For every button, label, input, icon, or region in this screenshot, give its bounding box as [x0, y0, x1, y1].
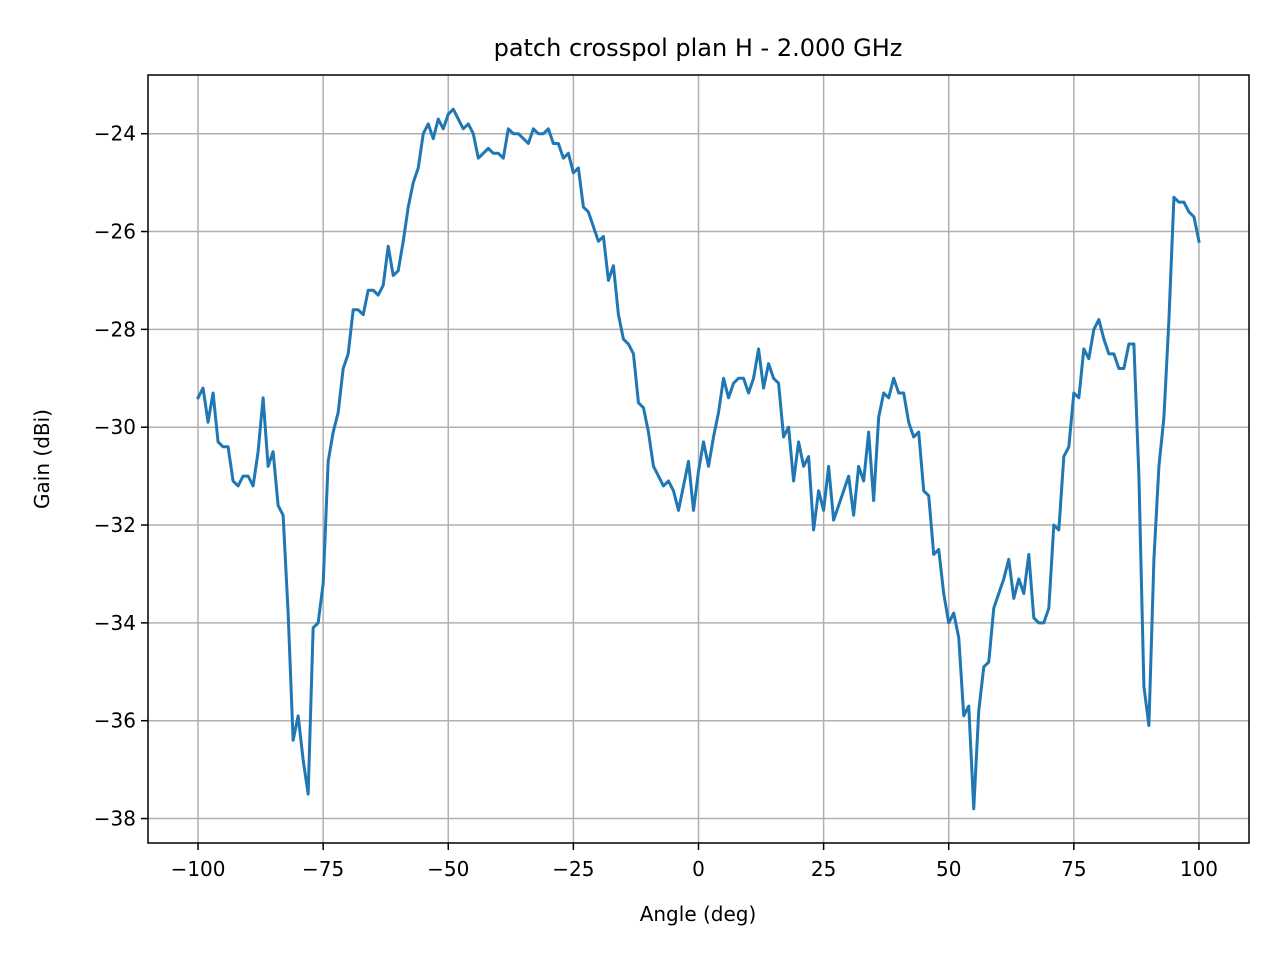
x-tick-label: 75 [1061, 857, 1086, 881]
x-tick-label: −25 [552, 857, 594, 881]
x-axis: −100 −75 −50 −25 0 25 50 75 100 [171, 843, 1218, 881]
y-tick-label: −30 [94, 415, 136, 439]
y-tick-label: −36 [94, 709, 136, 733]
x-tick-label: 100 [1180, 857, 1218, 881]
x-axis-label: Angle (deg) [640, 902, 757, 926]
x-tick-label: −100 [171, 857, 226, 881]
y-tick-label: −32 [94, 513, 136, 537]
plot-area [196, 107, 1201, 811]
y-tick-label: −26 [94, 220, 136, 244]
y-tick-label: −34 [94, 611, 136, 635]
y-tick-label: −28 [94, 317, 136, 341]
x-tick-label: −75 [302, 857, 344, 881]
y-axis-label: Gain (dBi) [30, 409, 54, 509]
x-tick-label: 0 [692, 857, 705, 881]
grid [148, 75, 1249, 843]
x-tick-label: 25 [811, 857, 836, 881]
x-tick-label: −50 [427, 857, 469, 881]
series-line [196, 107, 1201, 811]
y-tick-label: −38 [94, 807, 136, 831]
y-axis: −38 −36 −34 −32 −30 −28 −26 −24 [94, 122, 148, 831]
chart-title: patch crosspol plan H - 2.000 GHz [494, 34, 903, 62]
y-tick-label: −24 [94, 122, 136, 146]
x-tick-label: 50 [936, 857, 961, 881]
